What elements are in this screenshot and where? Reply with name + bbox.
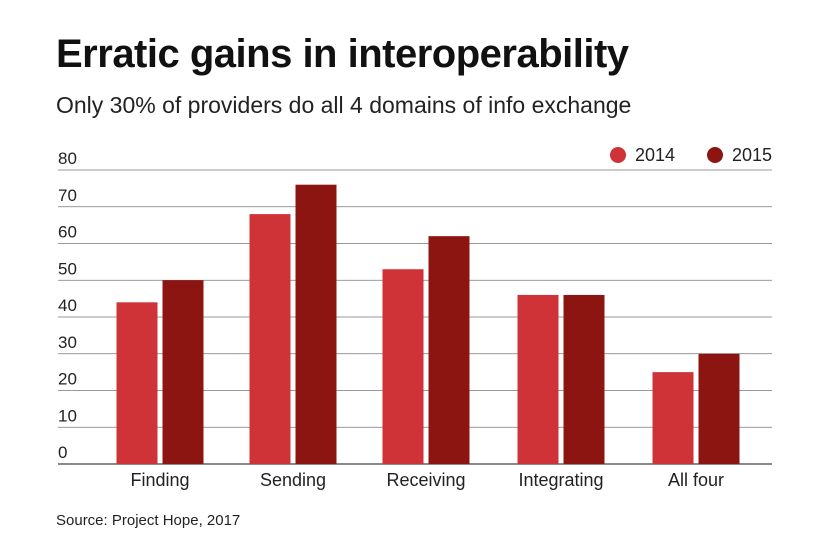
legend-swatch-2014 [610, 147, 626, 163]
chart-title: Erratic gains in interoperability [56, 32, 629, 76]
x-category-label: All four [668, 470, 724, 490]
x-category-label: Finding [130, 470, 189, 490]
bar-2015-integrating [563, 294, 605, 464]
y-tick-label: 70 [58, 186, 77, 205]
bar-2014-receiving [382, 269, 424, 464]
y-tick-label: 0 [58, 443, 67, 462]
legend-label-2014: 2014 [635, 145, 675, 165]
y-tick-label: 20 [58, 370, 77, 389]
x-category-label: Sending [260, 470, 326, 490]
x-category-label: Receiving [386, 470, 465, 490]
y-tick-label: 40 [58, 296, 77, 315]
bar-2014-all-four [652, 372, 694, 464]
chart-subtitle: Only 30% of providers do all 4 domains o… [56, 92, 632, 118]
bar-2014-finding [116, 302, 158, 464]
bar-2015-all-four [698, 353, 740, 464]
y-tick-label: 60 [58, 223, 77, 242]
y-tick-label: 50 [58, 259, 77, 278]
bar-2014-integrating [517, 294, 559, 464]
legend-swatch-2015 [707, 147, 723, 163]
bar-2015-sending [295, 184, 337, 464]
bar-2014-sending [249, 214, 291, 464]
bar-2015-receiving [428, 236, 470, 464]
source-note: Source: Project Hope, 2017 [56, 512, 241, 529]
y-tick-label: 80 [58, 149, 77, 168]
x-category-label: Integrating [518, 470, 603, 490]
legend-label-2015: 2015 [732, 145, 772, 165]
y-tick-label: 30 [58, 333, 77, 352]
y-tick-label: 10 [58, 406, 77, 425]
bar-2015-finding [162, 280, 204, 464]
